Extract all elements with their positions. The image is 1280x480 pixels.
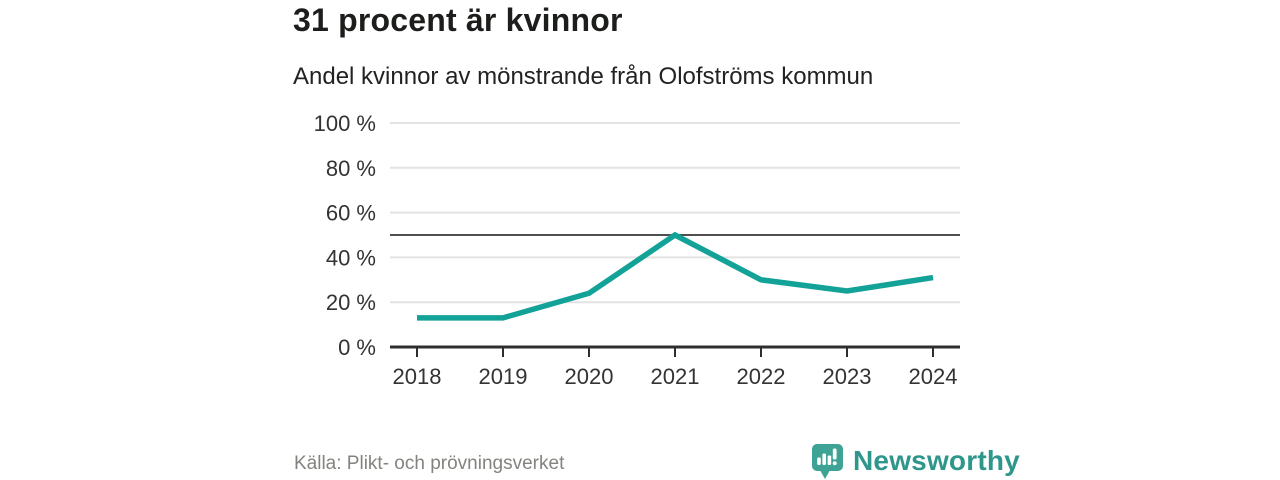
chart-title: 31 procent är kvinnor [293,2,623,38]
data-line-andel-kvinnor [417,231,934,321]
newsworthy-logo: Newsworthy [812,443,1020,479]
line-chart-canvas: 0 % 20 % 40 % 60 % 80 % 100 % 2018 2019 2020 2021… [314,111,960,389]
y-tick-label: 100 % [314,111,376,136]
x-tick-label: 2024 [909,364,958,389]
line-chart: 0 % 20 % 40 % 60 % 80 % 100 % 2018 2019 2020 2021… [290,108,980,393]
newsworthy-wordmark: Newsworthy [853,445,1020,476]
x-tick-label: 2018 [393,364,442,389]
y-tick-label: 80 % [326,156,376,181]
x-tick-label: 2019 [479,364,528,389]
y-tick-label: 20 % [326,290,376,315]
x-tick-label: 2020 [565,364,614,389]
y-tick-label: 60 % [326,201,376,226]
x-tick-label: 2022 [737,364,786,389]
source-note: Källa: Plikt- och prövningsverket [294,453,565,474]
y-tick-label: 40 % [326,245,376,270]
x-tick-label: 2023 [823,364,872,389]
x-tick-label: 2021 [651,364,700,389]
y-tick-label: 0 % [338,335,376,360]
newsworthy-bubble-chart-icon [812,443,843,479]
chart-subtitle: Andel kvinnor av mönstrande från Olofstr… [293,63,874,90]
